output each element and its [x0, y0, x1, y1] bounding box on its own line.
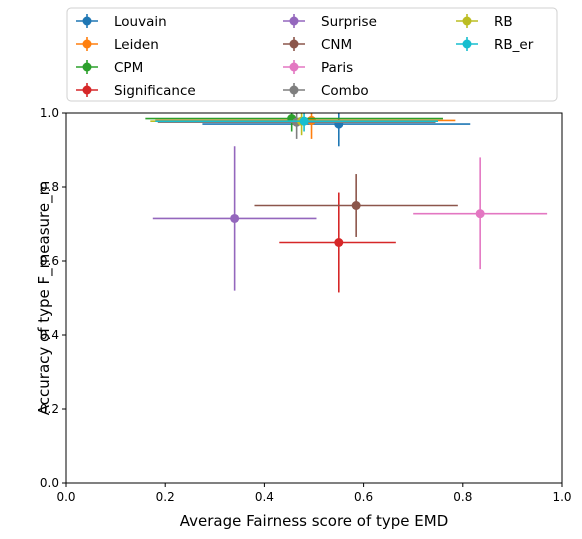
data-point — [475, 209, 485, 219]
legend-item-louvain: Louvain — [76, 14, 167, 30]
series-combo — [157, 113, 436, 139]
data-point — [299, 116, 309, 126]
legend-label: RB_er — [494, 37, 534, 53]
y-tick-label: 0.4 — [40, 328, 59, 342]
legend-item-rb-er: RB_er — [456, 37, 534, 53]
legend-label: Louvain — [114, 14, 167, 30]
legend-item-paris: Paris — [283, 60, 353, 76]
legend-marker — [462, 16, 472, 26]
x-tick-label: 0.2 — [156, 490, 175, 504]
legend-label: CPM — [114, 60, 143, 76]
plot-frame — [65, 112, 563, 484]
legend-marker — [289, 16, 299, 26]
legend-label: Paris — [321, 60, 353, 76]
y-axis-label: Accuracy of type F_measure_m — [35, 181, 54, 415]
legend-item-cnm: CNM — [283, 37, 352, 53]
y-tick-label: 0.2 — [40, 402, 59, 416]
legend-label: Leiden — [114, 37, 159, 53]
legend-item-combo: Combo — [283, 83, 369, 99]
y-tick-label: 0.0 — [40, 476, 59, 490]
series-surprise — [152, 146, 317, 291]
x-tick-label: 0.8 — [453, 490, 472, 504]
legend-label: Surprise — [321, 14, 377, 30]
legend-marker — [289, 85, 299, 95]
x-axis: 0.0 0.2 0.4 0.6 0.8 1.0 — [56, 483, 572, 504]
x-tick-label: 1.0 — [552, 490, 571, 504]
legend-item-cpm: CPM — [76, 60, 143, 76]
legend-marker — [82, 85, 92, 95]
legend-item-leiden: Leiden — [76, 37, 159, 53]
legend-label: Significance — [114, 83, 196, 99]
series-paris — [413, 157, 548, 270]
y-tick-label: 0.8 — [40, 180, 59, 194]
x-tick-label: 0.4 — [255, 490, 274, 504]
data-point — [334, 238, 344, 247]
legend-label: CNM — [321, 37, 352, 53]
legend-marker — [82, 16, 92, 26]
legend-item-rb: RB — [456, 14, 513, 30]
y-tick-label: 1.0 — [40, 106, 59, 120]
legend: Louvain Leiden CPM Significance Surprise CNM P… — [66, 7, 558, 102]
y-tick-label: 0.6 — [40, 254, 59, 268]
data-point — [351, 201, 361, 210]
legend-item-significance: Significance — [76, 83, 196, 99]
legend-item-surprise: Surprise — [283, 14, 377, 30]
data-point — [230, 213, 240, 223]
series-cnm — [254, 174, 458, 237]
series-rb-er — [155, 113, 438, 132]
legend-marker — [82, 62, 92, 72]
legend-frame — [66, 7, 558, 102]
legend-label: Combo — [321, 83, 369, 99]
x-axis-label: Average Fairness score of type EMD — [180, 512, 449, 530]
legend-label: RB — [494, 14, 513, 30]
legend-marker — [82, 39, 92, 49]
legend-marker — [462, 39, 472, 49]
series-significance — [279, 192, 396, 293]
x-tick-label: 0.6 — [354, 490, 373, 504]
y-axis: 0.0 0.2 0.4 0.6 0.8 1.0 — [40, 106, 66, 490]
x-tick-label: 0.0 — [56, 490, 75, 504]
legend-marker — [289, 39, 299, 49]
legend-marker — [289, 62, 299, 72]
